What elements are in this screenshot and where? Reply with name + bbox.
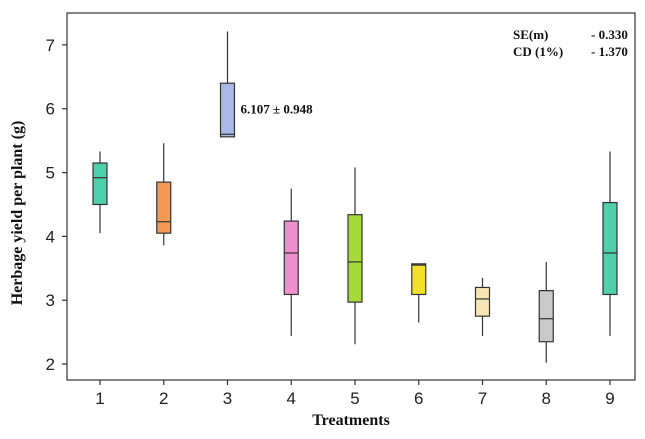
box-8 [538,261,554,363]
box-body [219,82,236,138]
box-body [156,181,172,234]
x-axis: 1 2 3 4 5 6 7 8 9 [95,380,615,408]
box-body [283,220,299,296]
cd-label: CD (1%) [513,44,563,59]
box-body [602,201,618,296]
y-axis-label: Herbage yield per plant (g) [9,121,26,306]
se-label: SE(m) [513,27,548,42]
x-tick-label: 3 [223,389,232,408]
y-tick-label: 7 [46,36,55,55]
se-value: - 0.330 [591,27,628,42]
mean-annotation: 6.107 ± 0.948 [241,102,314,117]
box-body [538,290,554,343]
box-body [92,162,108,206]
box-1 [92,151,108,234]
cd-value: - 1.370 [591,44,628,59]
x-tick-label: 5 [350,389,359,408]
box-body [411,263,427,296]
x-tick-label: 6 [414,389,423,408]
x-tick-label: 2 [159,389,168,408]
y-tick-label: 6 [46,100,55,119]
y-tick-label: 2 [46,355,55,374]
box-3 [219,31,236,138]
x-tick-label: 9 [605,389,614,408]
box-series [92,31,618,363]
y-axis: 2 3 4 5 6 7 [46,36,67,374]
box-body [474,286,491,317]
y-tick-label: 4 [46,227,55,246]
y-tick-label: 5 [46,164,55,183]
plot-frame [66,12,636,381]
x-tick-label: 8 [542,389,551,408]
x-tick-label: 4 [287,389,296,408]
x-tick-label: 7 [478,389,487,408]
box-6 [411,263,427,323]
y-tick-label: 3 [46,291,55,310]
box-4 [283,188,299,336]
box-9 [602,151,618,336]
box-body [347,214,363,303]
box-5 [347,167,363,345]
x-axis-label: Treatments [312,412,390,429]
box-7 [474,277,491,336]
x-tick-label: 1 [95,389,104,408]
box-2 [156,143,172,246]
